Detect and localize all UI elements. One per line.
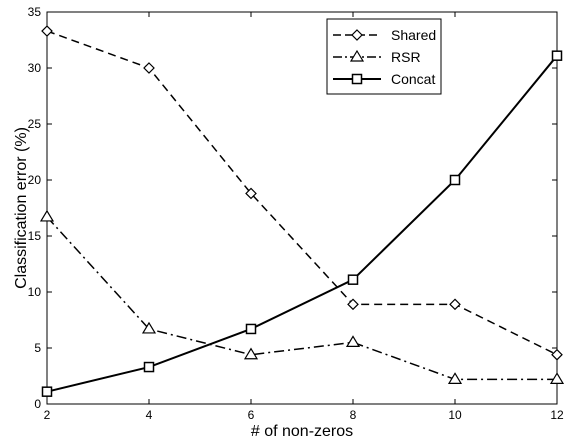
x-tick-label: 2 [44,408,51,422]
x-tick-label: 4 [146,408,153,422]
data-point-concat [41,386,53,397]
legend-marker-shared [351,29,363,41]
series-shared [41,25,563,361]
series-group [39,25,565,397]
data-point-shared [245,187,257,200]
legend-label-shared: Shared [391,27,436,43]
y-tick-label: 15 [28,229,42,243]
axes: 2 4 6 8 10 12 0 5 10 15 20 25 30 35 [28,5,564,422]
data-point-shared [41,25,53,37]
data-point-rsr [39,209,55,222]
data-point-rsr [141,321,157,334]
x-tick-label: 10 [448,408,462,422]
data-point-concat [551,50,563,61]
series-rsr [39,209,565,384]
data-point-rsr [447,372,463,384]
legend-label-concat: Concat [391,71,435,87]
data-point-concat [449,174,461,186]
y-tick-label: 5 [34,341,41,355]
data-point-shared [449,298,461,311]
x-tick-label: 12 [550,408,564,422]
x-tick-label: 8 [350,408,357,422]
y-tick-label: 20 [28,173,42,187]
data-point-rsr [345,335,361,347]
data-point-rsr [549,372,565,384]
series-line-rsr [46,216,557,381]
x-tick-label: 6 [248,408,255,422]
data-point-concat [347,274,359,285]
series-line-concat [46,55,558,393]
legend: Shared RSR Concat [326,18,442,95]
x-axis-label: # of non-zeros [251,423,353,440]
legend-marker-rsr [349,49,365,62]
data-point-rsr [243,347,259,360]
data-point-concat [143,361,155,373]
data-point-shared [551,348,563,361]
legend-label-rsr: RSR [391,49,421,65]
y-tick-label: 0 [34,397,41,411]
data-point-concat [245,323,257,335]
data-point-shared [143,62,155,74]
y-axis-label: Classification error (%) [13,127,30,289]
series-concat [41,50,563,397]
legend-marker-concat [351,73,363,85]
y-tick-label: 30 [28,61,42,75]
y-tick-label: 10 [28,285,42,299]
series-line-shared [46,30,558,356]
plot-frame [46,11,558,405]
y-tick-label: 25 [28,117,42,131]
y-tick-label: 35 [28,5,42,19]
data-point-shared [347,298,359,311]
